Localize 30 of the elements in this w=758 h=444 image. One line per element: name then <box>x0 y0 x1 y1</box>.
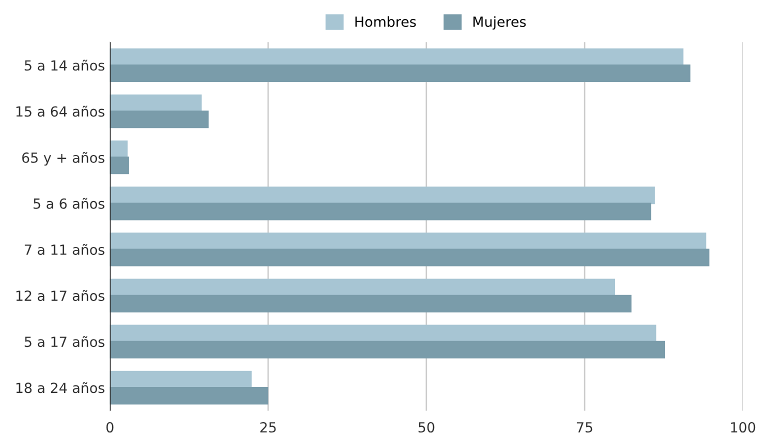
y-tick-label: 5 a 6 años <box>34 198 104 209</box>
bar <box>110 110 209 128</box>
bar <box>110 186 655 204</box>
y-tick-label: 12 a 17 años <box>16 290 104 302</box>
bar <box>110 370 252 388</box>
y-tick-label: 7 a 11 años <box>24 244 104 255</box>
bar <box>110 294 632 312</box>
bar <box>110 232 706 250</box>
bar <box>110 48 684 66</box>
bar <box>110 340 666 358</box>
x-tick-label: 0 <box>106 422 114 433</box>
legend-label: Mujeres <box>473 16 526 30</box>
x-tick-label: 75 <box>576 422 592 433</box>
y-tick-label: 65 y + años <box>22 152 104 166</box>
bar <box>110 248 710 266</box>
y-tick-label: 15 a 64 años <box>16 106 104 117</box>
bar <box>110 94 202 112</box>
x-tick-label: 100 <box>731 422 756 433</box>
y-tick-label: 5 a 14 años <box>24 60 104 71</box>
bar <box>110 386 268 404</box>
x-tick-label: 25 <box>260 422 276 433</box>
bar <box>110 278 616 296</box>
legend-label: Hombres <box>355 16 416 27</box>
y-tick-label: 18 a 24 años <box>16 382 104 394</box>
bar <box>110 156 129 174</box>
x-tick-label: 50 <box>418 422 434 433</box>
bar <box>110 202 652 220</box>
bar <box>110 324 656 342</box>
y-tick-label: 5 a 17 años <box>24 336 104 348</box>
bar <box>110 64 690 82</box>
